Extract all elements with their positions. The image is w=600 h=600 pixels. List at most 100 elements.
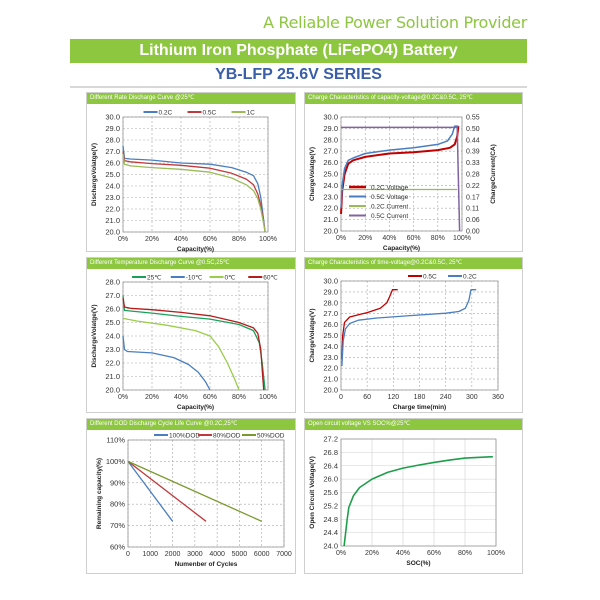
- x-tick-label: 60%: [427, 550, 441, 557]
- y-tick-label: 24.8: [323, 515, 338, 524]
- y2-tick-label: 0.44: [466, 137, 480, 144]
- y-tick-label: 22.0: [323, 364, 338, 373]
- y-tick-label: 28.0: [105, 136, 120, 145]
- y-axis-title: Remaining capacity(%): [96, 458, 103, 529]
- x-axis-title: Capacity(%): [383, 245, 420, 252]
- legend-label: 0.5C Voltage: [371, 194, 409, 201]
- legend-label: 0℃: [225, 275, 237, 282]
- y2-axis-title: ChargeCurrent(CA): [490, 144, 497, 204]
- y-tick-label: 29.0: [105, 124, 120, 133]
- y-tick-label: 26.0: [323, 475, 338, 484]
- y-tick-label: 100%: [106, 457, 126, 466]
- legend-label: 80%DOD: [213, 433, 241, 440]
- chart-svg: 20.0 0.00 21.0 0.06 22.0 0.11 23.0 0.17 24.0 0.22…: [309, 113, 497, 253]
- x-tick-label: 80%: [232, 394, 246, 401]
- x-tick-label: 100%: [453, 235, 471, 242]
- y-axis-title: DischargeVolatge(V): [91, 304, 98, 367]
- legend-label: 0.2C Current: [371, 204, 408, 211]
- x-tick-label: 1000: [142, 551, 158, 558]
- series-line-1: [341, 289, 477, 367]
- y2-tick-label: 0.06: [466, 217, 480, 224]
- x-tick-label: 0%: [336, 550, 346, 557]
- x-tick-label: 240: [440, 394, 452, 401]
- y-tick-label: 25.2: [323, 501, 338, 510]
- x-axis-title: Capacity(%): [177, 404, 214, 411]
- y2-tick-label: 0.11: [466, 206, 479, 213]
- x-tick-label: 100%: [259, 394, 277, 401]
- y-tick-label: 21.0: [323, 215, 338, 224]
- chart-panel: Different Rate Discharge Curve @25℃ 20.0 2…: [86, 92, 296, 253]
- plot-frame: [340, 116, 463, 232]
- x-tick-label: 60%: [407, 235, 421, 242]
- y-tick-label: 27.0: [323, 147, 338, 156]
- x-tick-label: 40%: [174, 236, 188, 243]
- y-tick-label: 27.2: [323, 435, 338, 444]
- x-tick-label: 80%: [431, 235, 445, 242]
- x-tick-label: 180: [414, 394, 426, 401]
- plot-frame: [127, 439, 285, 548]
- y-tick-label: 25.0: [105, 318, 120, 327]
- y-tick-label: 24.0: [323, 181, 338, 190]
- y-tick-label: 22.0: [105, 359, 120, 368]
- series-line-3: [122, 298, 265, 391]
- legend-label: 0.5C Current: [371, 213, 408, 220]
- x-tick-label: 360: [492, 394, 504, 401]
- x-tick-label: 20%: [145, 236, 159, 243]
- y-axis-title: Open Circuit Voltage(V): [309, 456, 316, 528]
- y-tick-label: 23.0: [323, 353, 338, 362]
- series-line-0: [127, 461, 174, 522]
- y-tick-label: 26.0: [323, 320, 338, 329]
- legend-label: 1C: [247, 110, 256, 117]
- x-axis-title: Capacity(%): [177, 246, 214, 253]
- series-line-1: [340, 125, 459, 209]
- y-tick-label: 90%: [110, 478, 125, 487]
- chart-panel: Charge Characteristics of time-voltage@0…: [304, 257, 523, 413]
- y-tick-label: 21.0: [323, 375, 338, 384]
- x-tick-label: 120: [387, 394, 399, 401]
- y2-tick-label: 0.22: [466, 183, 480, 190]
- x-tick-label: 100%: [259, 236, 277, 243]
- y-axis-title: DischargeVolatge(V): [91, 143, 98, 206]
- series-line-1: [122, 335, 211, 391]
- series-line-2: [127, 460, 262, 522]
- y-tick-label: 24.4: [323, 528, 338, 537]
- y-tick-label: 21.0: [105, 216, 120, 225]
- chart-panel: Open circuit voltage VS SOC%@25℃ 24.0 24.4…: [304, 418, 523, 574]
- x-tick-label: 60%: [203, 236, 217, 243]
- y2-tick-label: 0.00: [466, 229, 480, 236]
- tagline: A Reliable Power Solution Provider: [263, 13, 527, 32]
- series-line-0: [340, 125, 460, 214]
- series-line-2: [122, 317, 240, 391]
- y-axis-title: ChargeVolatge(V): [309, 308, 316, 362]
- chart-title: Open circuit voltage VS SOC%@25℃: [305, 419, 522, 430]
- y-tick-label: 20.0: [323, 386, 338, 395]
- x-tick-label: 80%: [458, 550, 472, 557]
- series-line-0: [341, 289, 398, 360]
- y-tick-label: 28.0: [323, 135, 338, 144]
- series-line-0: [122, 145, 266, 233]
- y-tick-label: 70%: [110, 521, 125, 530]
- x-tick-label: 100%: [487, 550, 505, 557]
- y-tick-label: 25.0: [105, 170, 120, 179]
- y-tick-label: 26.0: [323, 158, 338, 167]
- y-tick-label: 26.4: [323, 461, 338, 470]
- chart-svg: 60% 70% 80% 90% 100% 110% 0 1000 2000 3000 4000 500…: [96, 433, 292, 569]
- chart-title: Different Rate Discharge Curve @25℃: [87, 93, 295, 104]
- y-tick-label: 27.0: [105, 147, 120, 156]
- x-tick-label: 20%: [358, 235, 372, 242]
- x-tick-label: 0%: [118, 394, 128, 401]
- x-tick-label: 0: [339, 394, 343, 401]
- y-tick-label: 25.0: [323, 170, 338, 179]
- legend-label: 0.2C: [463, 274, 477, 281]
- legend-label: 60℃: [263, 275, 278, 282]
- y-tick-label: 20.0: [105, 386, 120, 395]
- y2-tick-label: 0.17: [466, 194, 480, 201]
- x-tick-label: 20%: [145, 394, 159, 401]
- x-tick-label: 2000: [165, 551, 181, 558]
- series-line-3: [341, 126, 461, 232]
- product-title-banner: Lithium Iron Phosphate (LiFePO4) Battery: [70, 39, 527, 63]
- y-tick-label: 25.6: [323, 488, 338, 497]
- y-tick-label: 22.0: [323, 204, 338, 213]
- x-tick-label: 5000: [232, 551, 248, 558]
- y-tick-label: 20.0: [323, 227, 338, 236]
